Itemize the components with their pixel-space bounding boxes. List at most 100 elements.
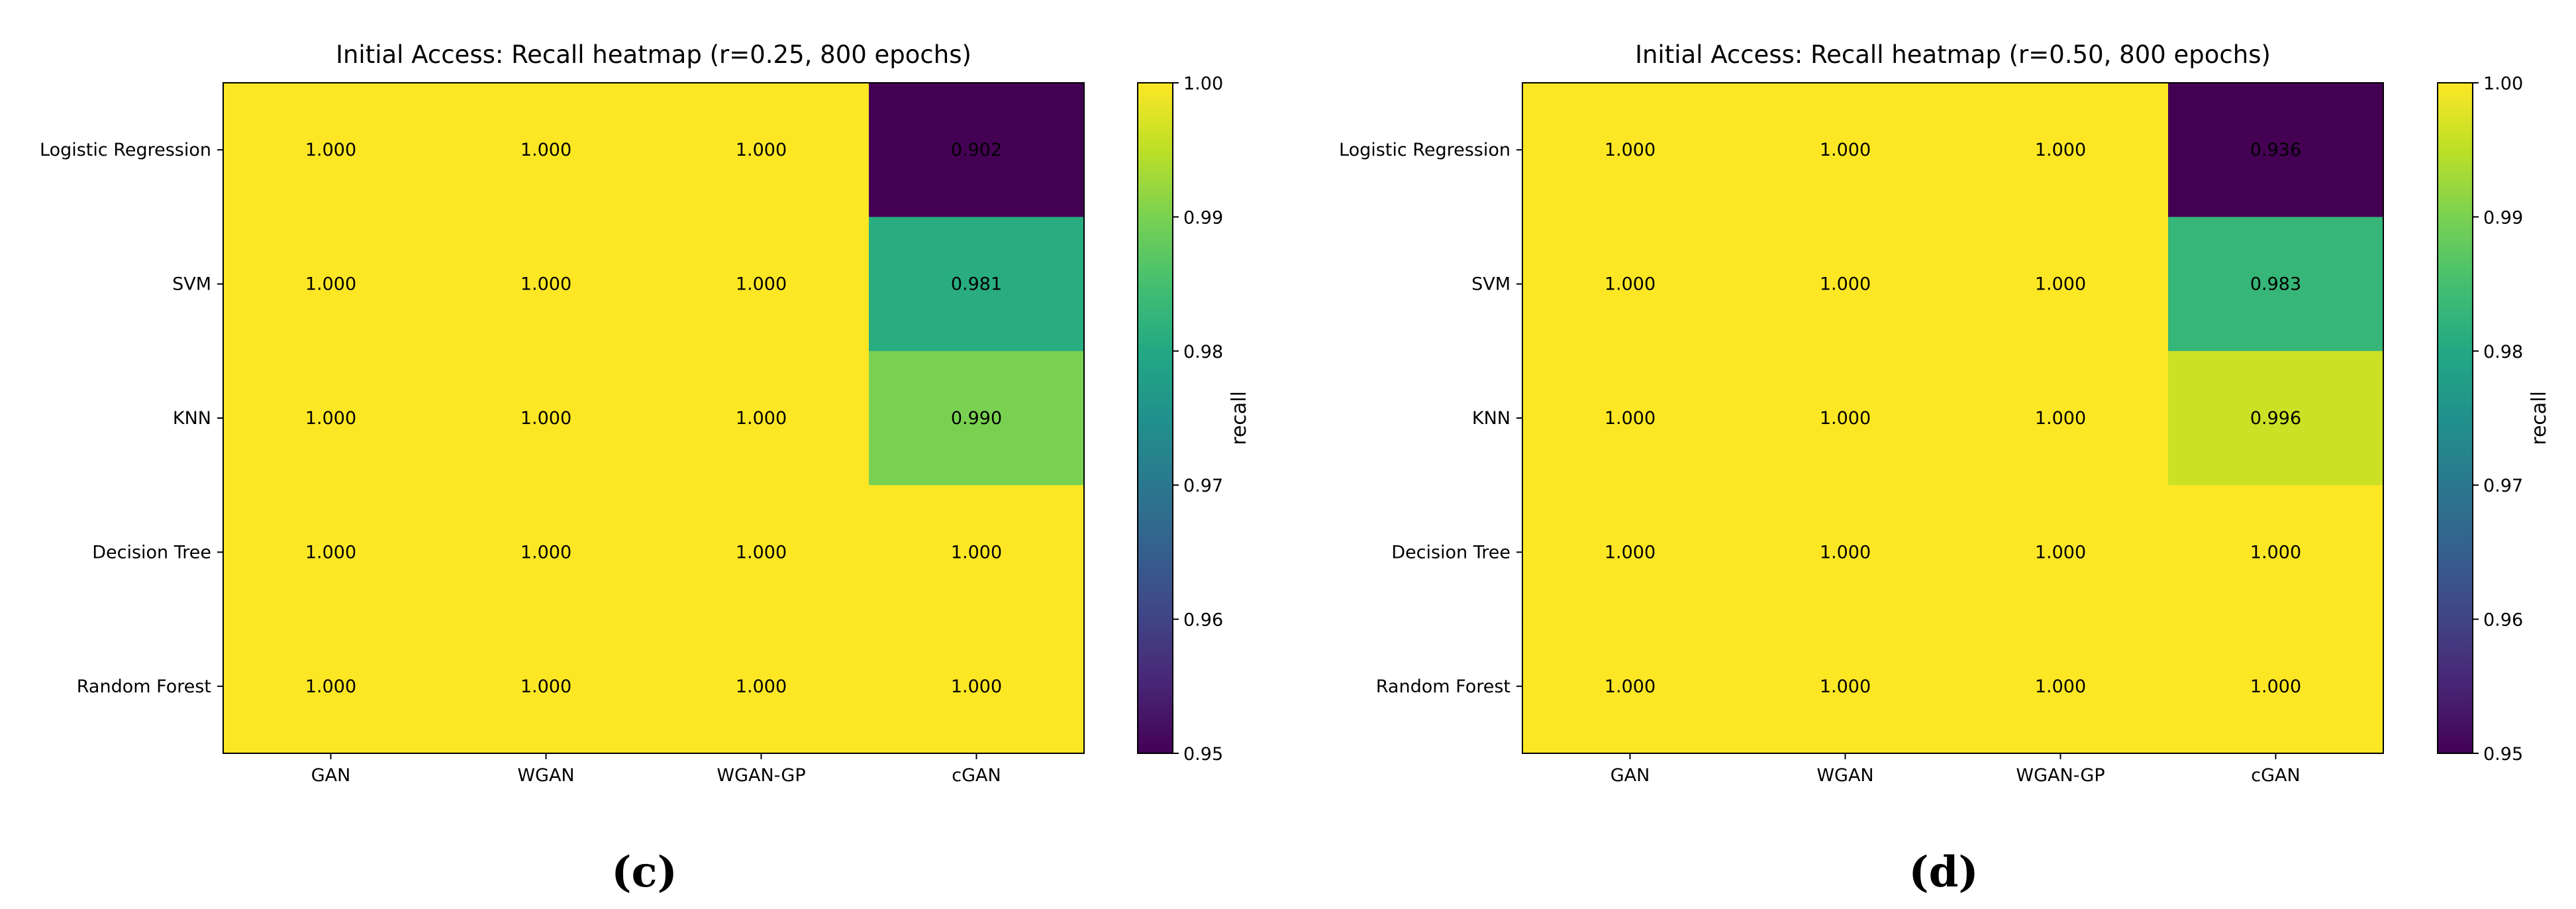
cell-value-label: 1.000 xyxy=(1605,140,1656,160)
x-tick-label: cGAN xyxy=(952,765,1001,786)
cell-value-label: 0.983 xyxy=(2250,274,2301,295)
colorbar-tick-label: 0.97 xyxy=(1183,476,1223,496)
cell-value-label: 1.000 xyxy=(2035,676,2086,697)
heatmap-cell xyxy=(223,217,439,352)
colorbar-tick-label: 0.99 xyxy=(1183,207,1223,228)
cell-value-label: 1.000 xyxy=(1605,408,1656,429)
heatmap-cell xyxy=(1738,619,1954,754)
heatmap-cell xyxy=(654,217,869,352)
y-tick-label: Decision Tree xyxy=(92,542,211,562)
heatmap-panel-1: Initial Access: Recall heatmap (r=0.50, … xyxy=(1339,40,2551,897)
cell-value-label: 1.000 xyxy=(305,676,356,697)
heatmap-cell xyxy=(1953,619,2169,754)
heatmap-cell xyxy=(1522,83,1738,217)
heatmap-cell xyxy=(654,619,869,754)
y-tick-label: Logistic Regression xyxy=(1339,140,1511,160)
colorbar xyxy=(1137,82,1173,754)
heatmap-cell xyxy=(654,83,869,217)
heatmap-cell xyxy=(654,350,869,486)
cell-value-label: 1.000 xyxy=(2035,408,2086,429)
cell-value-label: 1.000 xyxy=(736,140,787,160)
heatmap-cell xyxy=(1738,83,1954,217)
colorbar-tick-label: 0.97 xyxy=(2483,476,2523,496)
colorbar-tick-label: 0.96 xyxy=(2483,610,2523,631)
heatmap-cell xyxy=(223,485,439,620)
cell-value-label: 1.000 xyxy=(1605,676,1656,697)
heatmap-cell xyxy=(1522,350,1738,486)
heatmap-cell xyxy=(1953,350,2169,486)
cell-value-label: 0.936 xyxy=(2250,140,2301,160)
x-tick-label: GAN xyxy=(311,765,351,786)
heatmap-cell xyxy=(1953,217,2169,352)
y-tick-label: Decision Tree xyxy=(1391,542,1511,562)
heatmap-cell xyxy=(1522,485,1738,620)
cell-value-label: 1.000 xyxy=(736,408,787,429)
colorbar-label: recall xyxy=(1228,391,1251,445)
cell-value-label: 1.000 xyxy=(305,274,356,295)
cell-value-label: 1.000 xyxy=(1605,542,1656,562)
cell-value-label: 1.000 xyxy=(736,676,787,697)
heatmap-cell xyxy=(223,350,439,486)
heatmap-cell xyxy=(438,217,654,352)
cell-value-label: 1.000 xyxy=(2250,542,2301,562)
cell-value-label: 1.000 xyxy=(1605,274,1656,295)
heatmap-cell xyxy=(223,619,439,754)
colorbar-label: recall xyxy=(2528,391,2551,445)
heatmap-cell xyxy=(2168,619,2384,754)
heatmap-cell xyxy=(869,350,1085,486)
chart-title: Initial Access: Recall heatmap (r=0.50, … xyxy=(1635,40,2271,69)
cell-value-label: 1.000 xyxy=(951,542,1002,562)
cell-value-label: 1.000 xyxy=(520,140,571,160)
heatmap-cell xyxy=(869,619,1085,754)
heatmap-cell xyxy=(654,485,869,620)
colorbar-tick-label: 1.00 xyxy=(2483,74,2523,94)
colorbar-tick-label: 0.95 xyxy=(2483,744,2523,765)
cell-value-label: 1.000 xyxy=(736,542,787,562)
heatmap-cell xyxy=(2168,350,2384,486)
heatmap-cell xyxy=(438,485,654,620)
heatmap-cell xyxy=(1522,217,1738,352)
cell-value-label: 1.000 xyxy=(2250,676,2301,697)
panel-label: (c) xyxy=(611,847,677,897)
y-tick-label: Logistic Regression xyxy=(40,140,211,160)
cell-value-label: 1.000 xyxy=(736,274,787,295)
heatmap-cell xyxy=(869,217,1085,352)
heatmap-cell xyxy=(223,83,439,217)
heatmap-cell xyxy=(2168,485,2384,620)
cell-value-label: 1.000 xyxy=(520,408,571,429)
y-tick-label: SVM xyxy=(1471,274,1511,295)
chart-title: Initial Access: Recall heatmap (r=0.25, … xyxy=(336,40,971,69)
y-tick-label: KNN xyxy=(1472,408,1511,429)
x-tick-label: WGAN-GP xyxy=(2016,765,2105,786)
cell-value-label: 0.902 xyxy=(951,140,1002,160)
heatmap-cell xyxy=(2168,217,2384,352)
cell-value-label: 1.000 xyxy=(305,408,356,429)
y-tick-label: Random Forest xyxy=(1376,676,1511,697)
cell-value-label: 1.000 xyxy=(1820,408,1871,429)
colorbar-tick-label: 0.98 xyxy=(1183,342,1223,362)
cell-value-label: 1.000 xyxy=(305,542,356,562)
cell-value-label: 1.000 xyxy=(520,676,571,697)
heatmap-cell xyxy=(1522,619,1738,754)
cell-value-label: 0.990 xyxy=(951,408,1002,429)
cell-value-label: 1.000 xyxy=(2035,542,2086,562)
cell-value-label: 1.000 xyxy=(520,274,571,295)
cell-value-label: 0.981 xyxy=(951,274,1002,295)
heatmap-cell xyxy=(438,350,654,486)
cell-value-label: 0.996 xyxy=(2250,408,2301,429)
colorbar-tick-label: 0.99 xyxy=(2483,207,2523,228)
heatmap-cell xyxy=(1953,485,2169,620)
heatmap-cell xyxy=(1738,485,1954,620)
heatmap-cell xyxy=(438,619,654,754)
x-tick-label: cGAN xyxy=(2251,765,2300,786)
cell-value-label: 1.000 xyxy=(1820,542,1871,562)
y-tick-label: KNN xyxy=(173,408,211,429)
colorbar xyxy=(2437,82,2473,754)
colorbar-tick-label: 1.00 xyxy=(1183,74,1223,94)
x-tick-label: WGAN-GP xyxy=(717,765,805,786)
cell-value-label: 1.000 xyxy=(2035,274,2086,295)
cell-value-label: 1.000 xyxy=(2035,140,2086,160)
x-tick-label: GAN xyxy=(1610,765,1650,786)
x-tick-label: WGAN xyxy=(517,765,574,786)
